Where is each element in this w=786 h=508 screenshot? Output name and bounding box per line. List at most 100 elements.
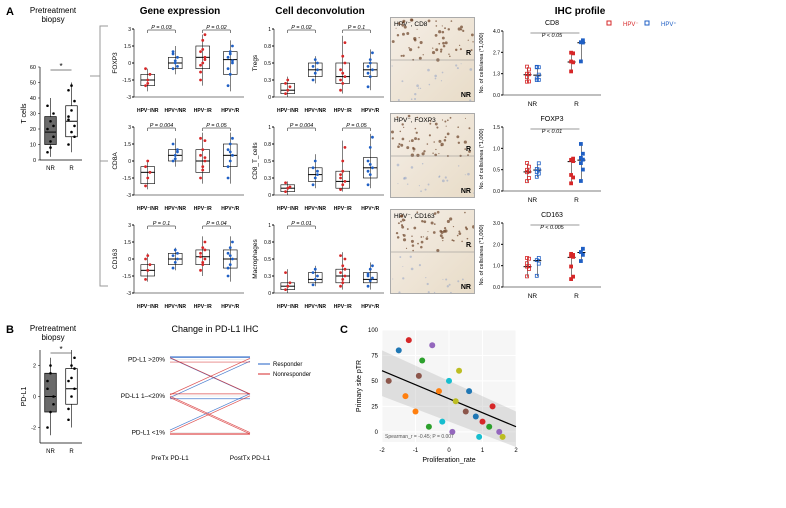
svg-text:HPV⁻/R: HPV⁻/R xyxy=(334,206,352,212)
svg-text:25: 25 xyxy=(371,404,378,410)
ihc-dotchart: 0.01.02.03.0CD163No. of cells/area (*1,0… xyxy=(475,209,605,301)
svg-text:Nonresponder: Nonresponder xyxy=(273,372,311,378)
svg-text:CD163: CD163 xyxy=(541,212,563,219)
svg-text:40: 40 xyxy=(30,96,36,102)
svg-text:-3: -3 xyxy=(127,193,132,199)
svg-text:HPV⁻/R: HPV⁻/R xyxy=(194,206,212,212)
svg-text:HPV⁺/NR: HPV⁺/NR xyxy=(164,304,186,310)
svg-text:Macrophages: Macrophages xyxy=(252,239,259,279)
svg-text:HPV⁻/NR: HPV⁻/NR xyxy=(137,108,159,114)
svg-text:HPV⁻: HPV⁻ xyxy=(623,22,639,28)
gene-header: Gene expression xyxy=(110,6,250,17)
svg-text:P = 0.02: P = 0.02 xyxy=(291,25,311,31)
svg-text:1: 1 xyxy=(481,448,485,454)
svg-text:HPV⁻/R: HPV⁻/R xyxy=(194,304,212,310)
svg-text:0: 0 xyxy=(447,448,451,454)
svg-text:3: 3 xyxy=(128,125,131,131)
ihc-dotchart: 0.00.51.01.5FOXP3No. of cells/area (*1,0… xyxy=(475,113,605,205)
svg-text:HPV⁺/R: HPV⁺/R xyxy=(361,304,379,310)
svg-text:Responder: Responder xyxy=(273,362,302,368)
svg-text:Proliferation_rate: Proliferation_rate xyxy=(422,457,475,464)
svg-text:Spearman_r = -0.45; P = 0.007: Spearman_r = -0.45; P = 0.007 xyxy=(385,434,454,440)
svg-text:0: 0 xyxy=(268,193,271,199)
svg-text:-2: -2 xyxy=(31,426,36,432)
panel-b-title: Pretreatment biopsy xyxy=(18,324,88,342)
svg-text:CD163: CD163 xyxy=(112,248,119,269)
ihc-image: HPV⁻, CD8RNR xyxy=(390,17,475,102)
svg-text:0: 0 xyxy=(128,61,131,67)
svg-text:0.0: 0.0 xyxy=(493,189,500,195)
svg-text:1: 1 xyxy=(268,223,271,229)
svg-text:1.5: 1.5 xyxy=(124,142,131,148)
svg-text:NR: NR xyxy=(46,166,55,172)
svg-text:2: 2 xyxy=(514,448,518,454)
svg-text:10: 10 xyxy=(30,143,36,149)
svg-text:3.0: 3.0 xyxy=(493,221,500,227)
svg-text:3: 3 xyxy=(128,27,131,33)
svg-text:1: 1 xyxy=(268,27,271,33)
svg-text:1.3: 1.3 xyxy=(493,72,500,78)
svg-text:PD-L1 >20%: PD-L1 >20% xyxy=(128,357,165,364)
svg-text:0.8: 0.8 xyxy=(264,240,271,246)
svg-text:50: 50 xyxy=(30,81,36,87)
svg-text:P = 0.004: P = 0.004 xyxy=(290,123,314,129)
svg-text:HPV⁺/NR: HPV⁺/NR xyxy=(164,206,186,212)
svg-text:P = 0.004: P = 0.004 xyxy=(150,123,174,129)
svg-text:HPV⁺/NR: HPV⁺/NR xyxy=(304,304,326,310)
svg-text:R: R xyxy=(574,101,579,108)
svg-text:P = 0.01: P = 0.01 xyxy=(291,221,311,227)
cell-header: Cell deconvolution xyxy=(250,6,390,17)
svg-text:P = 0.02: P = 0.02 xyxy=(206,25,226,31)
svg-text:P = 0.1: P = 0.1 xyxy=(153,221,170,227)
svg-text:0.5: 0.5 xyxy=(264,257,271,263)
svg-text:2.0: 2.0 xyxy=(493,242,500,248)
svg-text:0: 0 xyxy=(268,95,271,101)
svg-text:Tregs: Tregs xyxy=(252,54,259,71)
svg-text:HPV⁺/R: HPV⁺/R xyxy=(361,108,379,114)
svg-text:P < 0.01: P < 0.01 xyxy=(542,129,562,135)
svg-text:0: 0 xyxy=(268,291,271,297)
svg-text:0: 0 xyxy=(33,158,36,164)
svg-text:P < 0.005: P < 0.005 xyxy=(540,225,564,231)
svg-text:HPV⁻/NR: HPV⁻/NR xyxy=(277,108,299,114)
svg-text:-1: -1 xyxy=(413,448,419,454)
svg-text:HPV⁺/NR: HPV⁺/NR xyxy=(304,108,326,114)
svg-text:CD8_T_cells: CD8_T_cells xyxy=(252,142,259,180)
svg-text:HPV⁻/NR: HPV⁻/NR xyxy=(137,304,159,310)
svg-text:P = 0.05: P = 0.05 xyxy=(346,123,367,129)
svg-text:1.5: 1.5 xyxy=(493,125,500,131)
ihc-header: IHC profile xyxy=(390,6,770,17)
svg-text:-2: -2 xyxy=(379,448,385,454)
svg-text:P < 0.05: P < 0.05 xyxy=(542,33,563,39)
svg-text:-3: -3 xyxy=(127,95,132,101)
svg-text:HPV⁻/R: HPV⁻/R xyxy=(334,304,352,310)
svg-text:1.0: 1.0 xyxy=(493,264,500,270)
svg-text:0: 0 xyxy=(128,257,131,263)
svg-text:P = 0.1: P = 0.1 xyxy=(348,25,365,31)
svg-text:R: R xyxy=(69,449,74,455)
svg-text:PD-L1: PD-L1 xyxy=(21,386,28,406)
panel-a-label: A xyxy=(6,6,14,18)
svg-text:1: 1 xyxy=(268,125,271,131)
svg-text:HPV⁺/R: HPV⁺/R xyxy=(361,206,379,212)
svg-text:HPV⁻/R: HPV⁻/R xyxy=(334,108,352,114)
scatter-plot: -2-10120255075100Proliferation_ratePrima… xyxy=(352,324,522,464)
svg-text:HPV⁺/R: HPV⁺/R xyxy=(221,108,239,114)
svg-text:-1.5: -1.5 xyxy=(122,274,131,280)
panel-c-label: C xyxy=(340,324,348,336)
svg-text:*: * xyxy=(59,345,62,354)
svg-text:CD8A: CD8A xyxy=(112,152,119,170)
svg-text:R: R xyxy=(574,293,579,300)
svg-text:0: 0 xyxy=(375,430,379,436)
svg-text:60: 60 xyxy=(30,65,36,71)
slope-chart: PD-L1 >20%PD-L1 1–<20%PD-L1 <1%PreTx PD-… xyxy=(110,334,320,464)
svg-text:CD8: CD8 xyxy=(545,20,559,27)
svg-text:0.5: 0.5 xyxy=(264,61,271,67)
tcell-boxplot: 0102030405060T cellsNRR* xyxy=(18,59,86,174)
svg-text:0.3: 0.3 xyxy=(264,78,271,84)
svg-text:P = 0.03: P = 0.03 xyxy=(151,25,172,31)
svg-text:PD-L1 1–<20%: PD-L1 1–<20% xyxy=(121,393,165,400)
svg-text:0.5: 0.5 xyxy=(493,168,500,174)
svg-text:1.5: 1.5 xyxy=(124,240,131,246)
svg-text:4.0: 4.0 xyxy=(493,29,500,35)
